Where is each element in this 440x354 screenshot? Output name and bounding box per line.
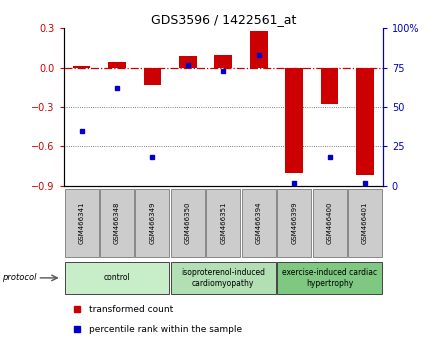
FancyBboxPatch shape [277, 189, 311, 257]
Bar [356, 68, 374, 175]
Bar [250, 31, 268, 68]
Text: GSM466400: GSM466400 [326, 202, 333, 244]
FancyBboxPatch shape [65, 189, 99, 257]
Text: GSM466349: GSM466349 [150, 202, 155, 244]
Text: GSM466341: GSM466341 [78, 202, 84, 244]
Text: isoproterenol-induced
cardiomyopathy: isoproterenol-induced cardiomyopathy [181, 268, 265, 287]
Bar [73, 67, 90, 68]
Text: control: control [103, 273, 130, 282]
Text: protocol: protocol [2, 273, 37, 282]
Title: GDS3596 / 1422561_at: GDS3596 / 1422561_at [150, 13, 296, 26]
FancyBboxPatch shape [348, 189, 382, 257]
Bar [214, 55, 232, 68]
Bar [285, 68, 303, 173]
FancyBboxPatch shape [65, 262, 169, 294]
Text: transformed count: transformed count [89, 305, 173, 314]
Text: GSM466401: GSM466401 [362, 202, 368, 244]
Text: exercise-induced cardiac
hypertrophy: exercise-induced cardiac hypertrophy [282, 268, 377, 287]
Text: percentile rank within the sample: percentile rank within the sample [89, 325, 242, 334]
Bar [143, 68, 161, 85]
FancyBboxPatch shape [206, 189, 240, 257]
Text: GSM466351: GSM466351 [220, 202, 226, 244]
Text: GSM466350: GSM466350 [185, 202, 191, 244]
FancyBboxPatch shape [242, 189, 276, 257]
Bar [179, 56, 197, 68]
Bar [108, 62, 126, 68]
Text: GSM466394: GSM466394 [256, 202, 262, 244]
Text: GSM466348: GSM466348 [114, 202, 120, 244]
FancyBboxPatch shape [136, 189, 169, 257]
FancyBboxPatch shape [171, 262, 276, 294]
FancyBboxPatch shape [171, 189, 205, 257]
Text: GSM466399: GSM466399 [291, 202, 297, 244]
FancyBboxPatch shape [277, 262, 382, 294]
FancyBboxPatch shape [100, 189, 134, 257]
FancyBboxPatch shape [312, 189, 347, 257]
Bar [321, 68, 338, 104]
